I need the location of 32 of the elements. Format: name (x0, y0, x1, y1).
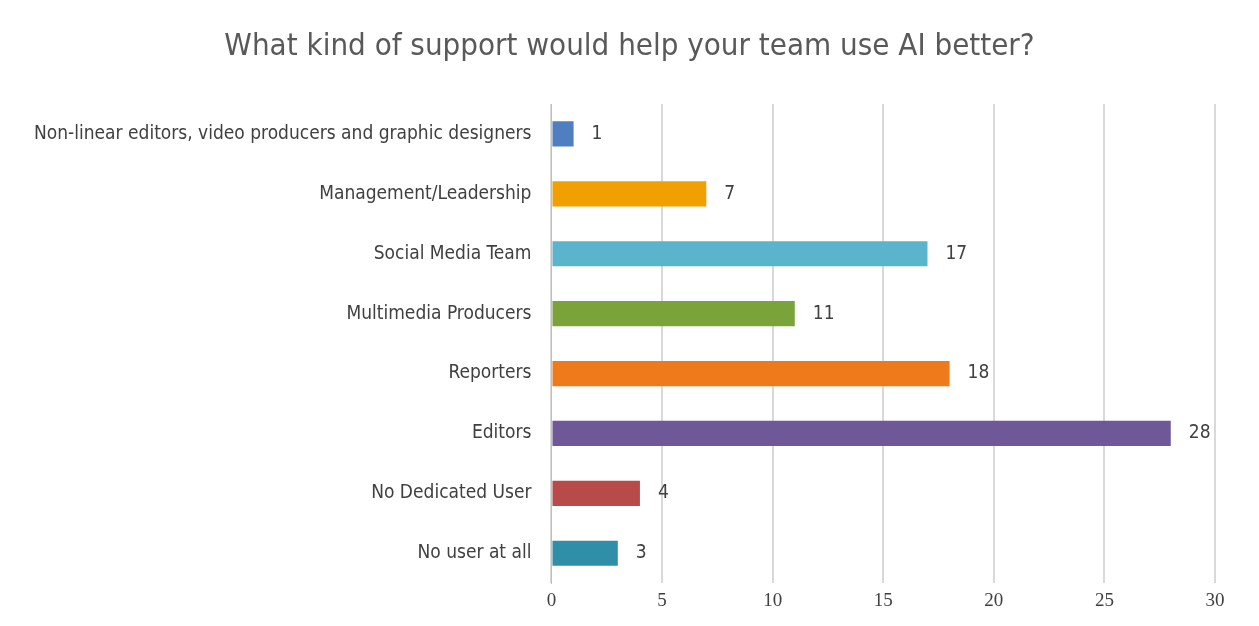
x-tick-label: 20 (984, 588, 1004, 610)
bar (552, 121, 574, 147)
bar (552, 420, 1171, 447)
y-tick-label: Management/Leadership (319, 180, 532, 203)
y-tick-label: Reporters (448, 360, 532, 383)
bar (552, 301, 795, 327)
x-tick-label: 15 (873, 588, 893, 610)
x-tick-label: 10 (763, 588, 783, 610)
data-label: 11 (812, 300, 835, 323)
y-tick-label: No user at all (417, 540, 532, 563)
y-tick-label: Social Media Team (373, 240, 532, 263)
x-tick-label: 25 (1094, 588, 1114, 610)
bar (552, 480, 640, 506)
bar (552, 360, 950, 387)
bar (552, 241, 928, 267)
x-tick-label: 5 (657, 588, 667, 610)
data-label: 28 (1188, 420, 1211, 443)
x-tick-label: 0 (546, 588, 557, 610)
x-tick-label: 30 (1205, 588, 1225, 610)
chart-title: What kind of support would help your team use AI better? (223, 26, 1036, 62)
y-tick-label: No Dedicated User (371, 480, 533, 503)
y-tick-label: Editors (471, 420, 532, 443)
data-label: 18 (967, 360, 990, 383)
data-label: 1 (591, 120, 603, 143)
data-label: 4 (657, 480, 669, 503)
data-label: 7 (724, 180, 736, 203)
data-label: 3 (635, 540, 647, 563)
bar (552, 540, 618, 566)
data-label: 17 (945, 240, 968, 263)
y-tick-label: Multimedia Producers (346, 300, 532, 323)
y-tick-label: Non-linear editors, video producers and graphic designers (33, 120, 532, 143)
bar (552, 181, 707, 207)
